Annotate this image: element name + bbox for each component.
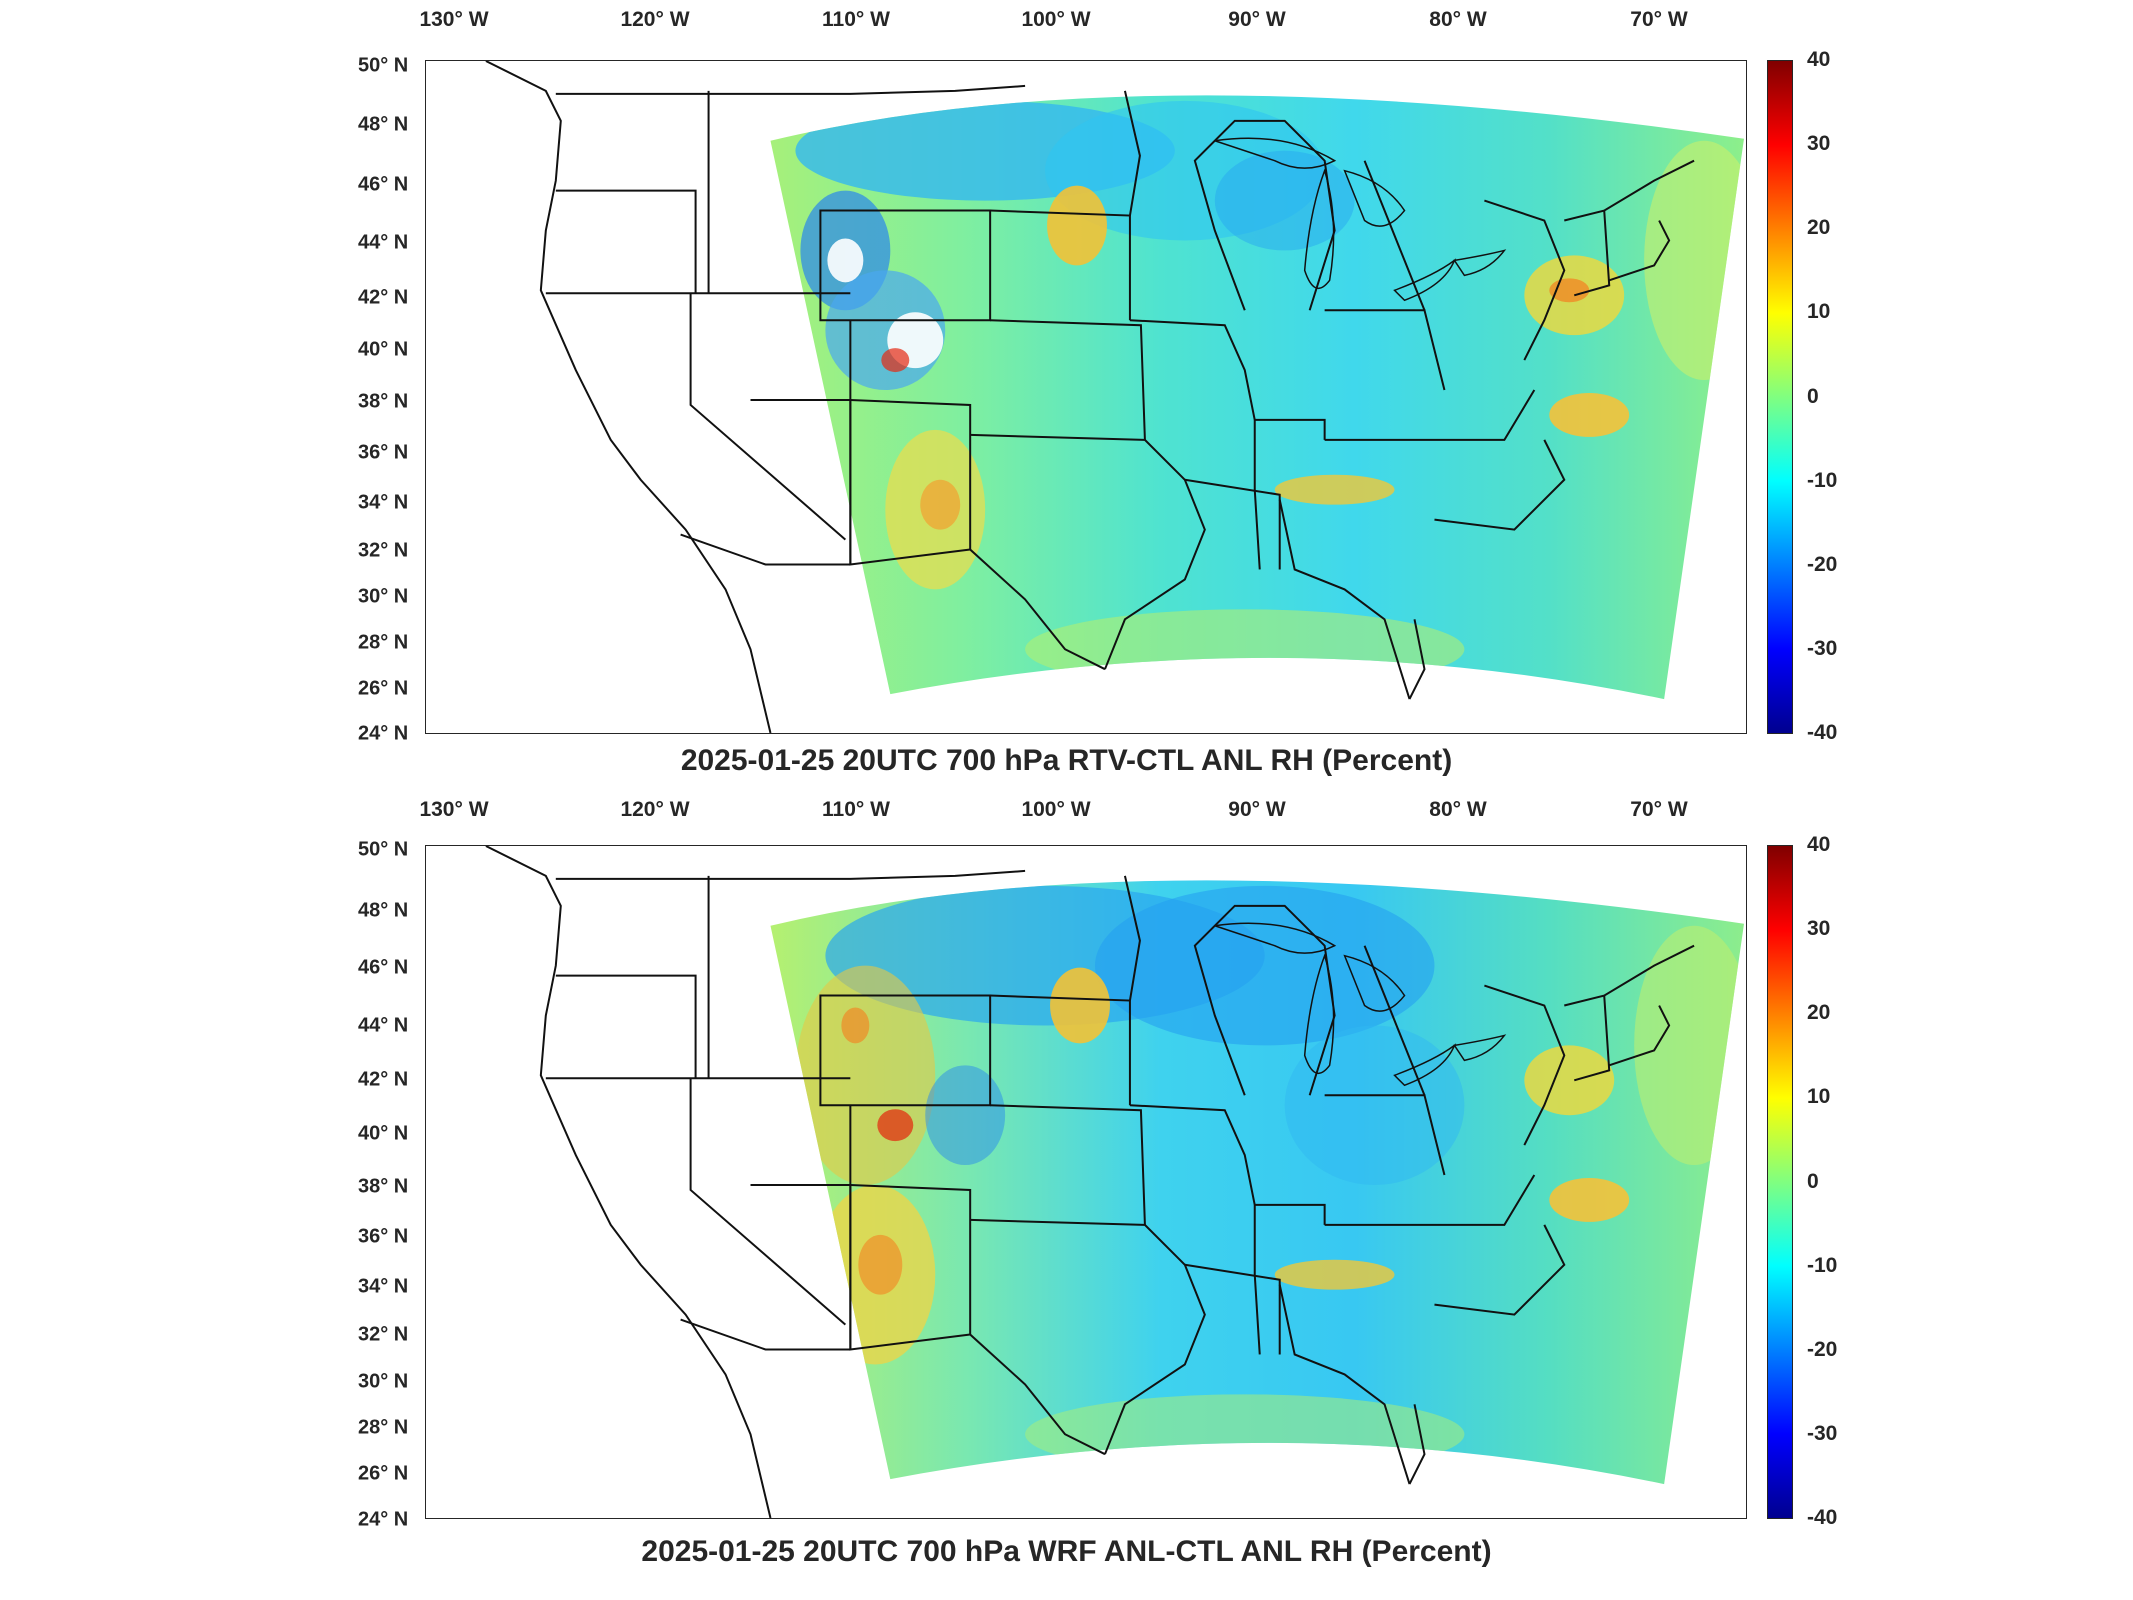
rh-difference-field <box>770 95 1745 700</box>
lon-tick-label: 130° W <box>419 798 489 821</box>
lon-tick-label: 90° W <box>1228 8 1286 31</box>
lat-tick-label: 24° N <box>358 722 409 745</box>
colorbar-tick-label: 20 <box>1807 1001 1831 1024</box>
lon-tick-label: 130° W <box>419 8 489 31</box>
colorbar-tick-label: 30 <box>1807 132 1831 155</box>
map-axes <box>425 60 1747 734</box>
lat-tick-label: 48° N <box>358 113 409 136</box>
colorbar-tick-label: 30 <box>1807 917 1831 940</box>
lat-tick-label: 44° N <box>358 231 409 254</box>
rh-anomaly-patches <box>795 885 1745 1475</box>
lat-tick-label: 36° N <box>358 1225 409 1248</box>
map-canvas <box>485 846 1745 1518</box>
lon-tick-label: 80° W <box>1429 798 1487 821</box>
lon-tick-label: 120° W <box>620 8 690 31</box>
lon-tick-label: 100° W <box>1021 8 1091 31</box>
state-boundaries <box>485 61 1695 733</box>
lat-tick-label: 28° N <box>358 631 409 654</box>
lat-tick-label: 44° N <box>358 1014 409 1037</box>
lat-tick-label: 42° N <box>358 286 409 309</box>
colorbar <box>1767 845 1793 1519</box>
lat-tick-label: 46° N <box>358 956 409 979</box>
lat-tick-label: 42° N <box>358 1068 409 1091</box>
lat-tick-label: 28° N <box>358 1416 409 1439</box>
lat-tick-label: 24° N <box>358 1508 409 1531</box>
lat-tick-label: 46° N <box>358 173 409 196</box>
lat-tick-label: 50° N <box>358 838 409 861</box>
colorbar-tick-label: 0 <box>1807 1170 1819 1193</box>
colorbar-tick-label: -20 <box>1807 1338 1838 1361</box>
lon-tick-label: 70° W <box>1630 798 1688 821</box>
lon-tick-label: 100° W <box>1021 798 1091 821</box>
colorbar-tick-label: 0 <box>1807 385 1819 408</box>
lon-tick-label: 110° W <box>822 8 890 31</box>
colorbar-tick-label: -30 <box>1807 1422 1838 1445</box>
panel-title: 2025-01-25 20UTC 700 hPa RTV-CTL ANL RH … <box>680 744 1453 777</box>
map-canvas <box>485 61 1745 733</box>
colorbar-tick-label: -40 <box>1807 1506 1838 1529</box>
colorbar-tick-label: 40 <box>1807 48 1831 71</box>
lat-tick-label: 30° N <box>358 585 409 608</box>
colorbar-tick-label: 10 <box>1807 1085 1831 1108</box>
lat-tick-label: 48° N <box>358 899 409 922</box>
colorbar-tick-label: -10 <box>1807 1254 1838 1277</box>
lat-tick-label: 34° N <box>358 491 409 514</box>
lon-tick-label: 80° W <box>1429 8 1487 31</box>
colorbar-tick-label: -10 <box>1807 469 1838 492</box>
lat-tick-label: 34° N <box>358 1275 409 1298</box>
colorbar-tick-label: 10 <box>1807 300 1831 323</box>
map-panel-rtv: 130° W 120° W 110° W 100° W 90° W 80° W … <box>0 0 2133 790</box>
lon-tick-label: 90° W <box>1228 798 1286 821</box>
lat-tick-label: 50° N <box>358 54 409 77</box>
map-axes <box>425 845 1747 1519</box>
colorbar-tick-label: -30 <box>1807 637 1838 660</box>
colorbar-tick-label: 20 <box>1807 216 1831 239</box>
lat-tick-label: 36° N <box>358 441 409 464</box>
lon-tick-label: 120° W <box>620 798 690 821</box>
great-lakes <box>1214 922 1507 1087</box>
lat-tick-label: 40° N <box>358 1122 409 1145</box>
rh-difference-field <box>770 880 1745 1485</box>
great-lakes <box>1214 137 1507 302</box>
lat-tick-label: 32° N <box>358 539 409 562</box>
map-panel-wrf: 130° W 120° W 110° W 100° W 90° W 80° W … <box>0 790 2133 1600</box>
colorbar <box>1767 60 1793 734</box>
state-boundaries <box>485 846 1695 1518</box>
colorbar-tick-label: -20 <box>1807 553 1838 576</box>
lat-tick-label: 40° N <box>358 338 409 361</box>
lat-tick-label: 26° N <box>358 677 409 700</box>
colorbar-tick-label: -40 <box>1807 721 1838 744</box>
lat-tick-label: 30° N <box>358 1370 409 1393</box>
colorbar-tick-label: 40 <box>1807 833 1831 856</box>
lat-tick-label: 32° N <box>358 1323 409 1346</box>
lon-tick-label: 110° W <box>822 798 890 821</box>
lat-tick-label: 38° N <box>358 1175 409 1198</box>
lat-tick-label: 26° N <box>358 1462 409 1485</box>
lon-tick-label: 70° W <box>1630 8 1688 31</box>
lat-tick-label: 38° N <box>358 390 409 413</box>
panel-title: 2025-01-25 20UTC 700 hPa WRF ANL-CTL ANL… <box>641 1535 1492 1568</box>
